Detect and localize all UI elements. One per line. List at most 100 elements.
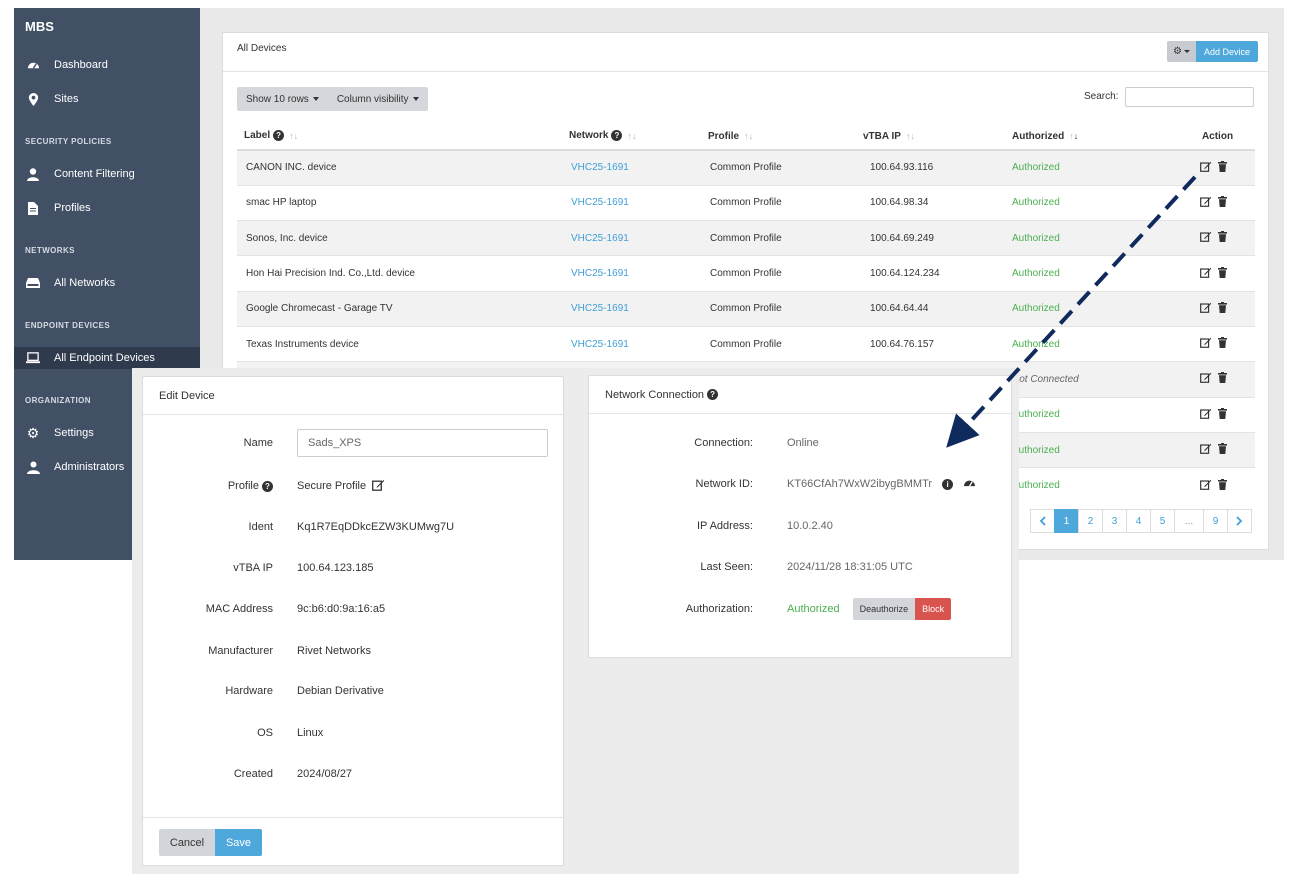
os-label: OS — [257, 727, 273, 739]
search-input[interactable] — [1125, 87, 1254, 107]
edit-icon[interactable] — [1200, 408, 1212, 422]
sort-icon: ↑↓ — [905, 130, 915, 141]
page-4-button[interactable]: 4 — [1126, 509, 1151, 533]
page-1-button[interactable]: 1 — [1054, 509, 1079, 533]
save-button[interactable]: Save — [215, 829, 262, 856]
device-network-link[interactable]: VHC25-1691 — [562, 184, 701, 221]
edit-icon[interactable] — [1200, 479, 1212, 493]
settings-dropdown-button[interactable]: ⚙ — [1167, 41, 1196, 62]
help-icon: ? — [273, 130, 285, 142]
trash-icon[interactable] — [1218, 266, 1227, 281]
device-actions — [1173, 467, 1255, 503]
page-9-button[interactable]: 9 — [1203, 509, 1228, 533]
table-row[interactable]: CANON INC. device VHC25-1691 Common Profil… — [237, 149, 1255, 186]
dashboard-icon[interactable] — [963, 477, 976, 491]
created-value: 2024/08/27 — [297, 768, 353, 780]
device-label: Sonos, Inc. device — [237, 220, 562, 256]
block-button[interactable]: Block — [915, 598, 952, 620]
page-ellipsis: ... — [1174, 509, 1204, 533]
profile-label: Profile? — [143, 480, 273, 492]
col-label[interactable]: Label? ↑↓ — [237, 123, 562, 151]
trash-icon[interactable] — [1218, 443, 1227, 457]
edit-icon[interactable] — [1200, 231, 1212, 245]
authorization-value: Authorized Deauthorize Block — [787, 598, 952, 620]
trash-icon[interactable] — [1218, 478, 1227, 493]
device-actions — [1173, 149, 1255, 186]
col-profile[interactable]: Profile ↑↓ — [701, 123, 856, 151]
sidebar-item-all-endpoint-devices[interactable]: All Endpoint Devices — [14, 347, 200, 369]
edit-icon[interactable] — [1200, 337, 1212, 351]
chevron-down-icon — [412, 97, 419, 101]
col-network[interactable]: Network? ↑↓ — [562, 123, 701, 151]
last-seen-label: Last Seen: — [700, 561, 753, 573]
chevron-down-icon — [312, 97, 319, 101]
device-network-link[interactable]: VHC25-1691 — [562, 255, 701, 292]
device-ip: 100.64.93.116 — [856, 149, 1005, 186]
sidebar-item-profiles[interactable]: Profiles — [14, 197, 200, 219]
edit-icon[interactable] — [1200, 372, 1212, 386]
edit-icon[interactable] — [1200, 267, 1212, 281]
table-row[interactable]: smac HP laptop VHC25-1691 Common Profile 10… — [237, 184, 1255, 221]
mac-value: 9c:b6:d0:9a:16:a5 — [297, 603, 386, 615]
sidebar-item-content-filtering[interactable]: Content Filtering — [14, 163, 200, 185]
col-action-text: Action — [1201, 130, 1234, 142]
table-row[interactable]: Hon Hai Precision Ind. Co.,Ltd. device VH… — [237, 255, 1255, 292]
add-device-button[interactable]: Add Device — [1196, 41, 1258, 62]
device-network-link[interactable]: VHC25-1691 — [562, 290, 701, 327]
name-row: Name Sads_XPS — [143, 429, 563, 457]
device-network-link[interactable]: VHC25-1691 — [562, 220, 701, 256]
page-5-button[interactable]: 5 — [1150, 509, 1175, 533]
device-network-link[interactable]: VHC25-1691 — [562, 149, 701, 186]
trash-icon[interactable] — [1218, 372, 1227, 386]
manufacturer-value: Rivet Networks — [297, 645, 371, 657]
col-authorized[interactable]: Authorized ↑↓ — [1005, 123, 1173, 151]
edit-icon[interactable] — [1200, 302, 1212, 316]
table-row[interactable]: Sonos, Inc. device VHC25-1691 Common Profi… — [237, 220, 1255, 256]
profile-label-text: Profile — [227, 480, 259, 492]
profile-row: Profile? Secure Profile — [143, 473, 563, 499]
table-row[interactable]: Texas Instruments device VHC25-1691 Common… — [237, 325, 1255, 362]
deauthorize-button[interactable]: Deauthorize — [852, 598, 916, 620]
ident-label: Ident — [248, 521, 273, 533]
edit-icon[interactable] — [1200, 196, 1212, 210]
trash-icon[interactable] — [1218, 301, 1227, 316]
edit-icon[interactable] — [372, 479, 385, 494]
col-vtba-ip[interactable]: vTBA IP ↑↓ — [856, 123, 1005, 151]
ident-row: Ident Kq1R7EqDDkcEZW3KUMwg7U — [143, 514, 563, 540]
edit-icon[interactable] — [1200, 443, 1212, 457]
device-ip: 100.64.69.249 — [856, 220, 1005, 256]
cancel-button[interactable]: Cancel — [159, 829, 215, 856]
trash-icon[interactable] — [1218, 337, 1227, 351]
trash-icon[interactable] — [1218, 407, 1227, 422]
trash-icon[interactable] — [1218, 231, 1227, 245]
sidebar-item-settings[interactable]: ⚙ Settings — [14, 422, 200, 444]
device-actions — [1173, 431, 1255, 468]
next-page-button[interactable] — [1227, 509, 1252, 533]
trash-icon[interactable] — [1218, 160, 1227, 175]
authorization-row: Authorization: Authorized Deauthorize Bl… — [589, 596, 1011, 622]
device-network-link[interactable]: VHC25-1691 — [562, 325, 701, 362]
device-label: CANON INC. device — [237, 149, 562, 186]
info-icon[interactable]: i — [942, 478, 954, 490]
device-authorized: Authorized — [1005, 431, 1173, 468]
edit-device-title: Edit Device — [143, 377, 563, 415]
sidebar-item-label: All Networks — [54, 277, 116, 289]
sidebar-item-sites[interactable]: Sites — [14, 88, 200, 110]
sidebar-item-dashboard[interactable]: Dashboard — [14, 54, 200, 76]
trash-icon[interactable] — [1218, 195, 1227, 210]
col-action: Action — [1173, 123, 1255, 151]
column-visibility-button[interactable]: Column visibility — [328, 87, 428, 111]
sort-icon: ↑↓ — [627, 130, 637, 141]
table-row[interactable]: Google Chromecast - Garage TV VHC25-1691 C… — [237, 290, 1255, 327]
sidebar-item-all-networks[interactable]: All Networks — [14, 272, 200, 294]
sidebar-item-administrators[interactable]: Administrators — [14, 456, 200, 478]
connection-value: Online — [787, 437, 819, 449]
prev-page-button[interactable] — [1030, 509, 1055, 533]
name-input[interactable]: Sads_XPS — [297, 429, 548, 457]
edit-icon[interactable] — [1200, 161, 1212, 175]
show-rows-button[interactable]: Show 10 rows — [237, 87, 328, 111]
sort-icon: ↑↓ — [744, 130, 754, 141]
page-3-button[interactable]: 3 — [1102, 509, 1127, 533]
device-actions — [1173, 255, 1255, 292]
